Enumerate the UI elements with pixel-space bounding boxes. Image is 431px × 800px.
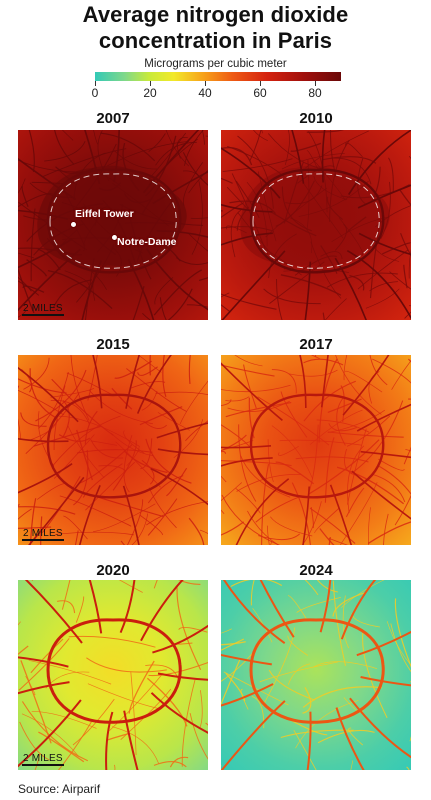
legend-tick bbox=[95, 81, 96, 86]
map-2024 bbox=[221, 580, 411, 770]
map-2007: 2 MILES bbox=[18, 130, 208, 320]
legend-tick bbox=[260, 81, 261, 86]
panel-year-2024: 2024 bbox=[299, 562, 333, 579]
ring-road bbox=[46, 618, 182, 724]
road-network bbox=[18, 580, 208, 770]
legend-tick bbox=[205, 81, 206, 86]
city-boundary bbox=[252, 173, 380, 269]
map-svg bbox=[18, 130, 208, 320]
high-concentration-zone bbox=[240, 165, 390, 266]
legend-tick-label-0: 0 bbox=[91, 86, 99, 100]
road-network bbox=[221, 580, 411, 770]
ring-road bbox=[46, 168, 182, 274]
city-boundary bbox=[49, 173, 177, 269]
legend-tick-label-20: 20 bbox=[143, 86, 157, 100]
road-network bbox=[18, 130, 208, 320]
panel-year-2015: 2015 bbox=[96, 336, 130, 353]
ring-road bbox=[249, 168, 385, 274]
map-svg bbox=[18, 355, 208, 545]
pollution-field bbox=[221, 355, 411, 545]
legend-tick-label-80: 80 bbox=[308, 86, 322, 100]
ring-road bbox=[249, 618, 385, 724]
ring-road bbox=[46, 393, 182, 499]
map-svg bbox=[221, 355, 411, 545]
map-2017 bbox=[221, 355, 411, 545]
road-network bbox=[221, 130, 411, 320]
title-line-2: concentration in Paris bbox=[98, 28, 333, 53]
panel-year-2017: 2017 bbox=[299, 336, 333, 353]
panel-year-2007: 2007 bbox=[96, 110, 130, 127]
legend-tick bbox=[315, 81, 316, 86]
eiffel-tower-marker bbox=[70, 221, 77, 228]
chart-title: Average nitrogen dioxide concentration i… bbox=[0, 2, 431, 54]
road-network bbox=[18, 355, 208, 545]
map-svg bbox=[18, 580, 208, 770]
notre-dame-marker bbox=[111, 234, 118, 241]
ring-road bbox=[249, 393, 385, 499]
map-2015: 2 MILES bbox=[18, 355, 208, 545]
panel-year-2020: 2020 bbox=[96, 562, 130, 579]
legend-tick-label-60: 60 bbox=[253, 86, 267, 100]
road-network bbox=[221, 355, 411, 545]
legend-tick bbox=[150, 81, 151, 86]
eiffel-tower-label: Eiffel Tower bbox=[75, 208, 134, 220]
scale-bar: 2 MILES bbox=[22, 303, 64, 316]
legend-caption: Micrograms per cubic meter bbox=[144, 58, 287, 70]
map-2010 bbox=[221, 130, 411, 320]
legend-tick-label-40: 40 bbox=[198, 86, 212, 100]
legend-colorbar bbox=[95, 72, 341, 81]
title-line-1: Average nitrogen dioxide bbox=[82, 2, 349, 27]
source-note: Source: Airparif bbox=[18, 782, 101, 796]
scale-bar: 2 MILES bbox=[22, 753, 64, 766]
notre-dame-label: Notre-Dame bbox=[117, 236, 177, 248]
map-2020: 2 MILES bbox=[18, 580, 208, 770]
scale-bar: 2 MILES bbox=[22, 528, 64, 541]
map-svg bbox=[221, 130, 411, 320]
map-svg bbox=[221, 580, 411, 770]
panel-year-2010: 2010 bbox=[299, 110, 333, 127]
